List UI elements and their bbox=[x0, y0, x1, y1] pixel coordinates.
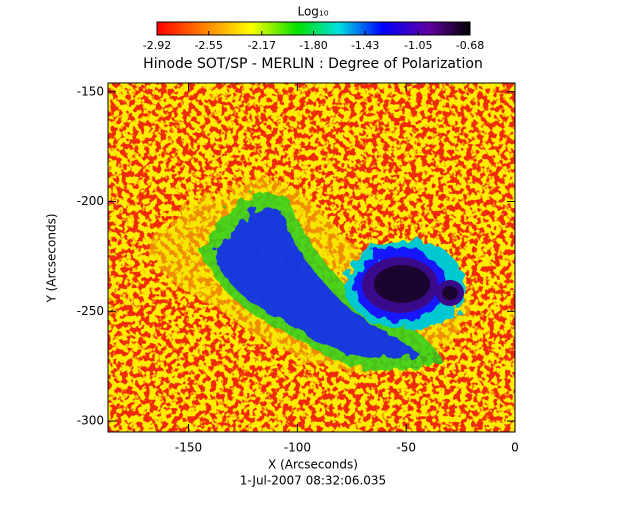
plot-frame bbox=[107, 82, 516, 433]
colorbar-tick-label: -1.43 bbox=[351, 39, 379, 52]
x-tick-label: 0 bbox=[511, 441, 519, 455]
colorbar-tick-label: -1.80 bbox=[299, 39, 327, 52]
colorbar-tick-label: -2.17 bbox=[248, 39, 276, 52]
colorbar-title: Log₁₀ bbox=[297, 5, 328, 19]
y-tick-label: -200 bbox=[77, 194, 104, 208]
colorbar-tick-label: -0.68 bbox=[456, 39, 484, 52]
colorbar-tick-label: -1.05 bbox=[404, 39, 432, 52]
x-tick-label: -150 bbox=[175, 441, 202, 455]
y-tick-label: -250 bbox=[77, 304, 104, 318]
colorbar-tick-label: -2.55 bbox=[194, 39, 222, 52]
chart-title: Hinode SOT/SP - MERLIN : Degree of Polar… bbox=[143, 56, 483, 72]
polarization-image bbox=[108, 83, 515, 432]
x-axis-label: X (Arcseconds) bbox=[268, 458, 358, 472]
y-tick-label: -300 bbox=[77, 414, 104, 428]
x-tick-label: -50 bbox=[396, 441, 416, 455]
x-tick-label: -100 bbox=[284, 441, 311, 455]
date-label: 1-Jul-2007 08:32:06.035 bbox=[240, 474, 386, 488]
y-tick-label: -150 bbox=[77, 84, 104, 98]
colorbar-tick-label: -2.92 bbox=[143, 39, 171, 52]
y-axis-label: Y (Arcseconds) bbox=[45, 213, 59, 303]
